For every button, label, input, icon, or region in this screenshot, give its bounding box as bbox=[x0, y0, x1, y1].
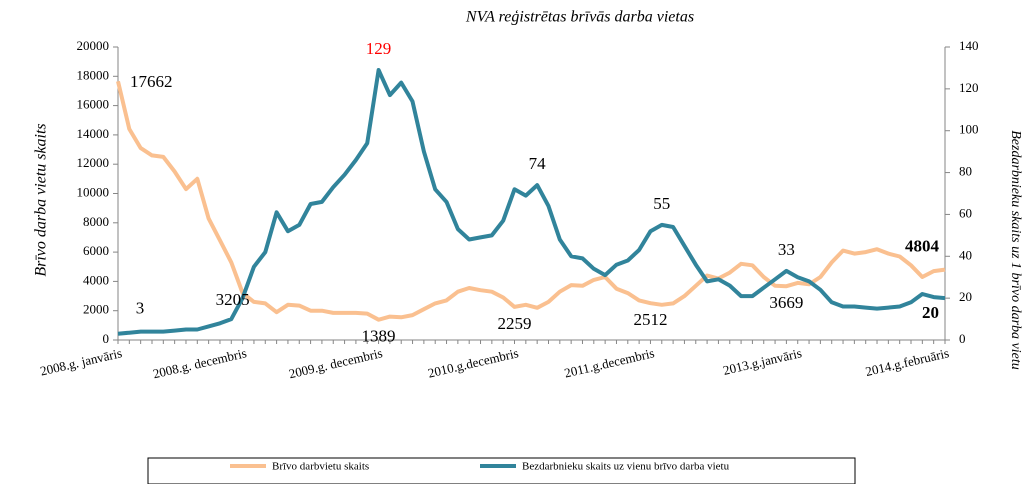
y-tick-label: 10000 bbox=[77, 184, 110, 199]
y2-tick-label: 80 bbox=[959, 164, 972, 179]
data-label: 55 bbox=[653, 194, 670, 213]
data-label: 74 bbox=[529, 154, 547, 173]
y2-tick-label: 100 bbox=[959, 122, 979, 137]
data-label: 3669 bbox=[769, 293, 803, 312]
y2-tick-label: 120 bbox=[959, 80, 979, 95]
x-tick-label: 2011.g.decembris bbox=[563, 345, 656, 380]
y2-tick-label: 0 bbox=[959, 331, 966, 346]
y2-tick-label: 60 bbox=[959, 205, 972, 220]
data-label: 20 bbox=[922, 303, 939, 322]
y-axis-title: Brīvo darba vietu skaits bbox=[33, 123, 50, 276]
x-tick-label: 2014.g.februāris bbox=[864, 345, 950, 379]
y-tick-label: 16000 bbox=[77, 97, 110, 112]
y-tick-label: 2000 bbox=[83, 302, 109, 317]
x-tick-label: 2008.g. janvāris bbox=[39, 345, 124, 378]
legend-label: Brīvo darbvietu skaits bbox=[272, 461, 369, 473]
data-label: 33 bbox=[778, 240, 795, 259]
y2-tick-label: 40 bbox=[959, 247, 972, 262]
y-tick-label: 0 bbox=[103, 331, 110, 346]
data-label: 1389 bbox=[362, 327, 396, 346]
series-line bbox=[116, 80, 946, 322]
y2-tick-label: 20 bbox=[959, 289, 972, 304]
x-tick-label: 2009.g. decembris bbox=[287, 345, 384, 381]
data-label: 2259 bbox=[498, 314, 532, 333]
x-tick-label: 2010.g.decembris bbox=[426, 345, 519, 380]
y2-axis-title: Bezdarbnieku skaits uz 1 brīvo darba vie… bbox=[1008, 130, 1023, 370]
x-tick-label: 2013.g.janvāris bbox=[722, 345, 803, 378]
legend-label: Bezdarbnieku skaits uz vienu brīvo darba… bbox=[522, 461, 730, 473]
y-tick-label: 8000 bbox=[83, 214, 109, 229]
y-tick-label: 4000 bbox=[83, 272, 109, 287]
data-label: 2512 bbox=[633, 310, 667, 329]
y-tick-label: 12000 bbox=[77, 155, 110, 170]
y-tick-label: 6000 bbox=[83, 243, 109, 258]
data-label: 129 bbox=[366, 39, 392, 58]
chart-title: NVA reģistrētas brīvās darba vietas bbox=[465, 9, 694, 26]
data-label: 17662 bbox=[130, 72, 173, 91]
legend-box bbox=[147, 457, 856, 484]
data-label: 4804 bbox=[905, 237, 940, 256]
data-label: 3 bbox=[136, 299, 145, 318]
y-tick-label: 14000 bbox=[77, 126, 110, 141]
y2-tick-label: 140 bbox=[959, 38, 979, 53]
x-tick-label: 2008.g. decembris bbox=[151, 345, 248, 381]
y-tick-label: 20000 bbox=[77, 38, 110, 53]
series-line bbox=[117, 68, 946, 336]
y-tick-label: 18000 bbox=[77, 67, 110, 82]
data-label: 3205 bbox=[216, 290, 250, 309]
